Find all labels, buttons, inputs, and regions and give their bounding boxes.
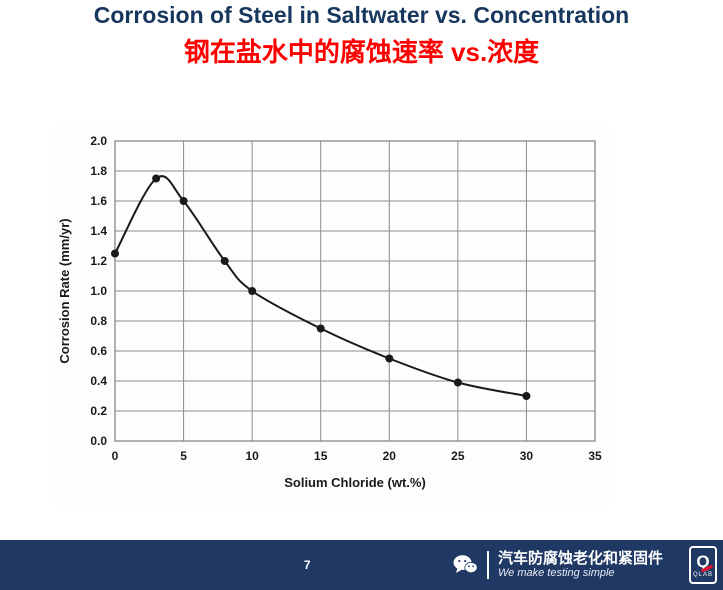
slide-title-english: Corrosion of Steel in Saltwater vs. Conc… [93, 2, 630, 28]
data-point [453, 378, 462, 387]
plot-border [114, 140, 596, 442]
data-point [385, 354, 394, 363]
footer-divider [486, 550, 489, 579]
slide-title-chinese: 钢在盐水中的腐蚀速率 vs.浓度 [183, 37, 540, 67]
y-tick-label: 1.2 [90, 254, 107, 268]
x-tick-label: 15 [314, 449, 328, 463]
y-tick-label: 1.4 [90, 224, 107, 238]
x-tick-label: 20 [383, 449, 397, 463]
y-tick-label: 0.4 [90, 374, 107, 388]
wechat-icon [452, 554, 478, 576]
y-tick-label: 1.0 [90, 284, 107, 298]
y-tick-label: 1.6 [90, 194, 107, 208]
x-tick-label: 35 [588, 449, 602, 463]
x-axis-title: Solium Chloride (wt.%) [284, 475, 426, 490]
data-point [179, 197, 188, 205]
wechat-account-name: 汽车防腐蚀老化和紧固件 [497, 550, 663, 568]
qlab-logo-text: QLAB [692, 571, 713, 578]
x-tick-label: 10 [245, 449, 259, 463]
y-tick-label: 0.0 [90, 434, 107, 448]
x-tick-label: 25 [451, 449, 465, 463]
footer-bar: 7 汽车防腐蚀老化和紧固件 We make testing simple [0, 540, 723, 590]
data-point [220, 257, 229, 265]
y-tick-label: 0.2 [90, 404, 107, 418]
footer-branding: 汽车防腐蚀老化和紧固件 We make testing simple [452, 550, 663, 580]
data-point [248, 287, 257, 295]
footer-tagline: We make testing simple [497, 567, 615, 580]
qlab-logo: Q QLAB [689, 546, 717, 584]
data-point [522, 392, 531, 400]
data-point [152, 174, 161, 183]
y-tick-label: 0.8 [90, 314, 107, 328]
data-point [111, 249, 119, 258]
chart-canvas: 0 5 10 15 20 25 30 35 0.0 0.2 0.4 0.6 0.8 1.0 1.2 1.4 1.… [57, 134, 602, 490]
data-point [316, 324, 325, 333]
x-tick-label: 5 [180, 449, 187, 463]
corrosion-rate-chart: 0 5 10 15 20 25 30 35 0.0 0.2 0.4 0.6 0.8 1.0 1.2 1.4 1.… [55, 126, 610, 506]
qlab-logo-letter: Q [696, 551, 710, 571]
x-tick-label: 30 [520, 449, 534, 463]
x-tick-label: 0 [112, 449, 119, 463]
footer-texts: 汽车防腐蚀老化和紧固件 We make testing simple [498, 550, 663, 580]
page-number: 7 [303, 558, 311, 572]
y-axis-title: Corrosion Rate (mm/yr) [57, 218, 72, 363]
y-tick-label: 1.8 [90, 164, 107, 178]
y-tick-label: 2.0 [90, 134, 107, 148]
y-tick-label: 0.6 [90, 344, 107, 358]
